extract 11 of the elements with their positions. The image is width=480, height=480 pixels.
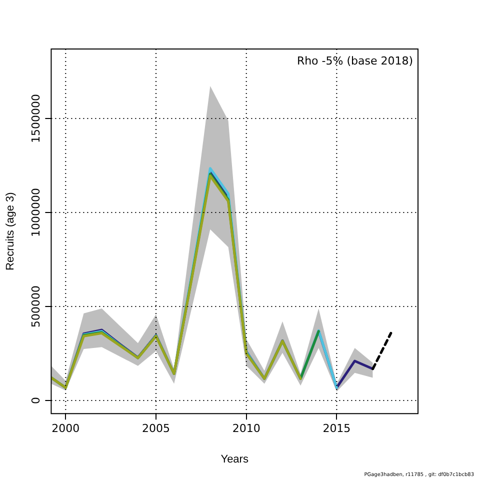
y-tick-label: 0 bbox=[30, 396, 43, 404]
x-axis-title: Years bbox=[220, 453, 249, 466]
y-tick-label: 500000 bbox=[30, 285, 43, 328]
annotation: Rho -5% (base 2018) bbox=[296, 54, 413, 68]
x-tick-label: 2005 bbox=[142, 422, 170, 436]
y-tick-label: 1500000 bbox=[30, 94, 43, 144]
x-tick-label: 2015 bbox=[322, 422, 351, 436]
y-tick-label: 1000000 bbox=[30, 188, 43, 238]
x-tick-label: 2000 bbox=[52, 422, 80, 436]
y-axis-title: Recruits (age 3) bbox=[4, 192, 17, 270]
x-tick-label: 2010 bbox=[232, 422, 260, 436]
